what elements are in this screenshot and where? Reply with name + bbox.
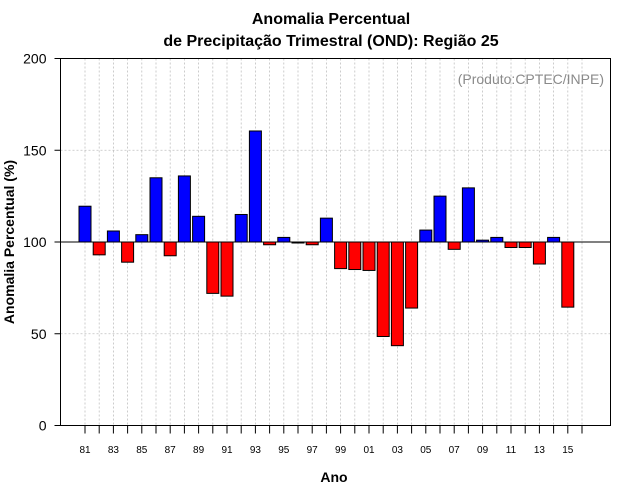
bar-85 (135, 234, 149, 243)
bar-01 (362, 241, 376, 271)
bar-05 (419, 229, 433, 243)
xtick-label: 97 (307, 445, 319, 456)
xtick-label: 03 (392, 445, 404, 456)
ytick-label: 50 (31, 326, 47, 342)
x-axis: 81 83 85 87 89 91 93 95 97 99 01 03 05 07 09 11 13 15 (79, 425, 583, 456)
bar-95 (277, 236, 291, 243)
credit-text: (Produto:CPTEC/INPE) (458, 71, 604, 87)
bar-14 (547, 236, 561, 243)
bar-02 (376, 241, 390, 338)
xtick-label: 99 (335, 445, 347, 456)
xtick-label: 15 (562, 445, 574, 456)
bar-07 (447, 241, 461, 250)
ytick-label: 0 (39, 418, 47, 434)
ytick-label: 200 (23, 51, 47, 67)
xtick-label: 11 (506, 445, 517, 456)
bar-04 (405, 241, 419, 309)
chart-title-line2: de Precipitação Trimestral (OND): Região… (163, 33, 498, 50)
bar-15 (561, 241, 575, 308)
x-axis-label: Ano (320, 469, 347, 485)
ytick-label: 100 (23, 234, 47, 250)
bar-13 (532, 241, 546, 265)
bar-83 (106, 230, 120, 243)
bar-92 (234, 213, 248, 243)
xtick-label: 89 (193, 445, 205, 456)
grid-layer (60, 58, 611, 426)
bar-81 (78, 205, 92, 243)
xtick-label: 05 (420, 445, 432, 456)
xtick-label: 95 (278, 445, 290, 456)
bar-10 (490, 236, 504, 243)
y-axis: 0 50 100 150 200 (23, 51, 61, 434)
bar-99 (334, 241, 348, 270)
bar-06 (433, 195, 447, 243)
chart-title-line1: Anomalia Percentual (252, 11, 410, 28)
bar-84 (121, 241, 135, 263)
bar-93 (248, 130, 262, 243)
bar-91 (220, 241, 234, 297)
bar-86 (149, 177, 163, 243)
bar-08 (461, 187, 475, 243)
xtick-label: 07 (449, 445, 461, 456)
bar-12 (518, 241, 532, 249)
xtick-label: 91 (221, 445, 233, 456)
xtick-label: 87 (165, 445, 177, 456)
y-axis-label: Anomalia Percentual (%) (1, 160, 17, 324)
bar-88 (177, 175, 191, 243)
xtick-label: 93 (250, 445, 262, 456)
bar-90 (206, 241, 220, 294)
bar-03 (390, 241, 404, 347)
xtick-label: 13 (534, 445, 546, 456)
bar-98 (319, 217, 333, 243)
xtick-label: 01 (363, 445, 375, 456)
xtick-label: 09 (477, 445, 489, 456)
bar-87 (163, 241, 177, 257)
ytick-label: 150 (23, 142, 47, 158)
xtick-label: 85 (136, 445, 148, 456)
xtick-label: 81 (79, 445, 91, 456)
bar-89 (192, 215, 206, 243)
bar-00 (348, 241, 362, 271)
xtick-label: 83 (108, 445, 120, 456)
bar-82 (92, 241, 106, 256)
bar-11 (504, 241, 518, 249)
